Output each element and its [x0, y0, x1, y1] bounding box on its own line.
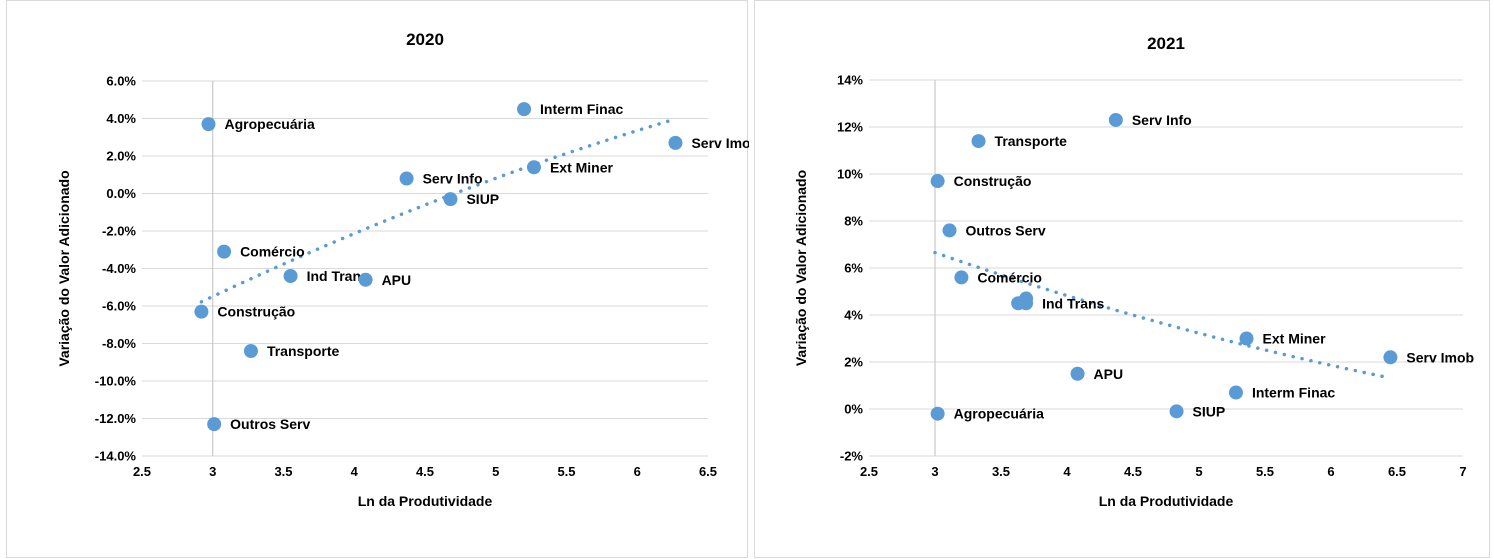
data-point-comercio [217, 244, 232, 259]
chart-panel-2020: 2020 6.0% 4.0% 2.0% 0.0% -2.0% -4.0% -6.0% -8.0%… [6, 0, 749, 558]
x-tick-label: 5.5 [557, 464, 575, 479]
data-label-agropecuaria: Agropecuária [954, 406, 1044, 422]
y-tick-label: -4.0% [102, 261, 136, 276]
y-tick-label: 6% [844, 261, 863, 276]
data-label-transporte: Transporte [995, 133, 1068, 149]
y-tick-label: -14.0% [95, 449, 137, 464]
y-tick-label: -8.0% [102, 336, 136, 351]
data-point-ind-trans [1019, 296, 1034, 311]
y-tick-label: -12.0% [95, 411, 137, 426]
y-tick-label: 6.0% [106, 74, 136, 89]
data-point-serv-info [1108, 112, 1123, 127]
data-label-construcao: Construção [217, 304, 295, 320]
scatter-chart-2020: 2020 6.0% 4.0% 2.0% 0.0% -2.0% -4.0% -6.0% -8.0%… [56, 30, 749, 509]
data-point-comercio [954, 270, 969, 285]
x-tick-label: 4 [351, 464, 359, 479]
y-tick-label: 0% [844, 402, 863, 417]
x-axis-title: Ln da Produtividade [1099, 493, 1234, 509]
data-label-comercio: Comércio [977, 269, 1042, 285]
y-tick-label: 2% [844, 355, 863, 370]
data-point-siup [1169, 404, 1184, 419]
x-tick-label: 6 [634, 464, 641, 479]
data-point-ext-miner [526, 160, 541, 175]
x-tick-label: 2.5 [133, 464, 151, 479]
data-point-outros-serv [207, 417, 222, 432]
data-point-interm-finac [517, 102, 532, 117]
data-label-siup: SIUP [1193, 403, 1226, 419]
y-axis-title: Variação do Valor Adicionado [56, 170, 72, 366]
data-label-interm-finac: Interm Finac [540, 101, 623, 117]
data-label-ind-trans: Ind Trans [1042, 295, 1104, 311]
x-tick-label: 3 [209, 464, 216, 479]
y-tick-label: 4% [844, 308, 863, 323]
data-label-serv-info: Serv Info [423, 171, 483, 187]
y-tick-label: 4.0% [106, 111, 136, 126]
data-point-siup [443, 192, 458, 207]
data-label-ext-miner: Ext Miner [550, 159, 614, 175]
data-label-apu: APU [1094, 366, 1124, 382]
y-tick-label: 0.0% [106, 186, 136, 201]
x-tick-label: 3.5 [274, 464, 292, 479]
y-tick-label: 14% [837, 73, 863, 88]
trendline [199, 119, 671, 304]
x-tick-label: 3 [931, 464, 938, 479]
data-label-siup: SIUP [466, 191, 499, 207]
data-point-serv-imob [1383, 350, 1398, 365]
data-label-construcao: Construção [954, 173, 1032, 189]
x-tick-label: 7 [1459, 464, 1466, 479]
data-label-ind-trans: Ind Trans [307, 268, 369, 284]
data-label-interm-finac: Interm Finac [1252, 385, 1335, 401]
data-label-serv-imob: Serv Imob [1406, 349, 1474, 365]
data-point-agropecuaria [201, 117, 216, 132]
data-label-serv-imob: Serv Imob [691, 135, 749, 151]
data-point-agropecuaria [930, 406, 945, 421]
x-tick-label: 4 [1063, 464, 1071, 479]
data-point-transporte [971, 134, 986, 149]
x-tick-label: 2.5 [860, 464, 878, 479]
x-tick-label: 6 [1327, 464, 1334, 479]
data-label-agropecuaria: Agropecuária [225, 116, 315, 132]
data-point-serv-imob [668, 135, 683, 150]
x-axis-title: Ln da Produtividade [358, 493, 493, 509]
data-point-apu [358, 272, 373, 287]
data-point-apu [1070, 366, 1085, 381]
data-label-apu: APU [382, 272, 412, 288]
chart-panel-2021: 2021 14% 12% 10% 8% 6% 4% 2% 0% -2% 2.5 3 3.5 4 4.5 5 5.… [754, 0, 1490, 558]
data-point-outros-serv [942, 223, 957, 238]
data-label-comercio: Comércio [240, 244, 305, 260]
x-tick-label: 6.5 [699, 464, 717, 479]
y-axis-title: Variação do Valor Adicionado [793, 170, 809, 366]
x-tick-label: 5 [1195, 464, 1202, 479]
data-point-construcao [194, 304, 209, 319]
y-tick-label: -2.0% [102, 224, 136, 239]
y-tick-label: -10.0% [95, 374, 137, 389]
x-tick-label: 5 [492, 464, 499, 479]
x-tick-label: 6.5 [1388, 464, 1406, 479]
data-point-serv-info [399, 171, 414, 186]
y-tick-label: -6.0% [102, 299, 136, 314]
chart-title: 2021 [1147, 34, 1185, 53]
y-tick-label: 2.0% [106, 149, 136, 164]
data-label-transporte: Transporte [267, 343, 340, 359]
y-tick-label: 8% [844, 214, 863, 229]
data-label-outros-serv: Outros Serv [966, 222, 1046, 238]
y-tick-label: 10% [837, 167, 863, 182]
data-label-serv-info: Serv Info [1132, 112, 1192, 128]
x-tick-label: 4.5 [1124, 464, 1142, 479]
y-tick-label: 12% [837, 120, 863, 135]
data-point-interm-finac [1228, 385, 1243, 400]
scatter-chart-2021: 2021 14% 12% 10% 8% 6% 4% 2% 0% -2%2.5 3 3.5 4 4.5 5 5.… [793, 34, 1474, 509]
x-tick-label: 5.5 [1256, 464, 1274, 479]
y-tick-label: -2% [840, 449, 864, 464]
data-point-ind-trans [283, 269, 298, 283]
x-tick-label: 4.5 [416, 464, 434, 479]
data-point-ext-miner [1239, 331, 1254, 346]
chart-title: 2020 [406, 30, 444, 49]
data-point-transporte [243, 344, 258, 358]
trendline [933, 250, 1386, 379]
x-tick-label: 3.5 [992, 464, 1010, 479]
data-label-outros-serv: Outros Serv [230, 416, 310, 432]
data-point-construcao [930, 174, 945, 189]
data-label-ext-miner: Ext Miner [1263, 331, 1327, 347]
